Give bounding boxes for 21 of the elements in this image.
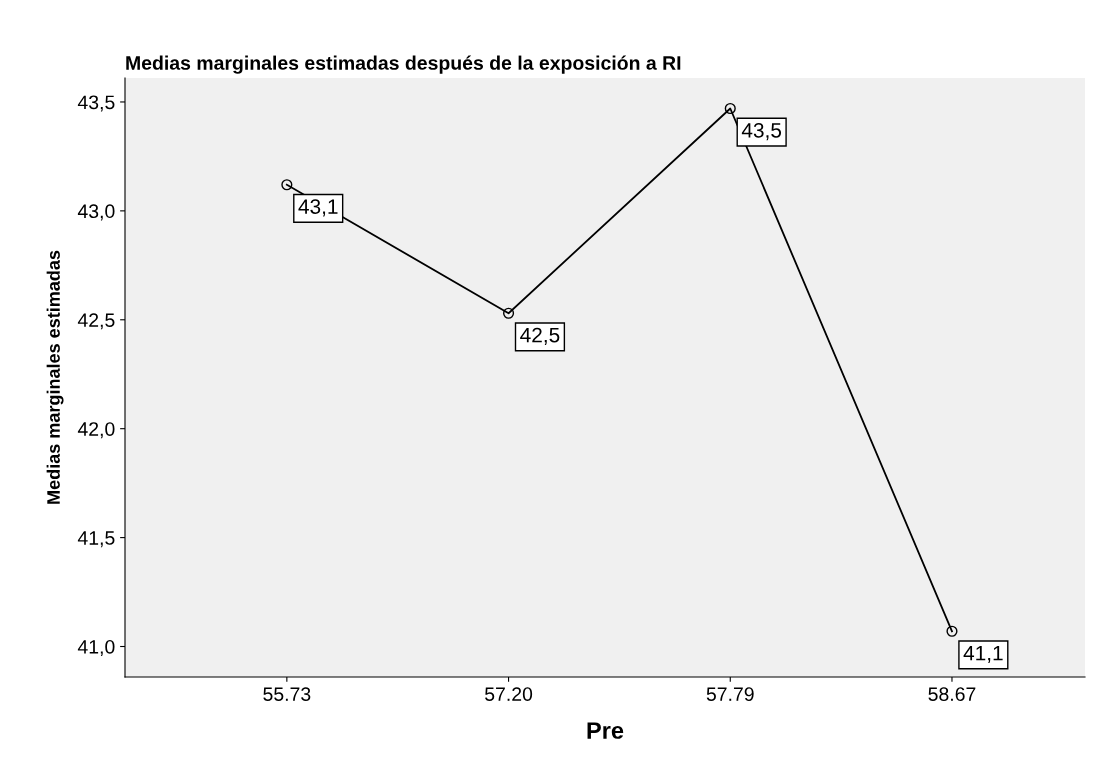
data-label: 41,1	[963, 645, 1003, 663]
point	[724, 102, 736, 115]
y-tick-label: 42,5	[77, 313, 115, 330]
y-tick-label: 43,5	[77, 95, 115, 112]
x-tick-label: 58.67	[928, 687, 976, 701]
x-tick-label: 57.79	[706, 687, 754, 701]
data-label: 43,1	[298, 199, 338, 217]
data-label: 42,5	[520, 327, 560, 345]
x-axis-title: Pre	[587, 722, 624, 739]
y-tick-label: 42,0	[77, 422, 115, 439]
data-label: 43,5	[741, 122, 782, 141]
point	[946, 625, 958, 637]
y-axis-title: Medias marginales estimadas	[46, 250, 64, 504]
x-tick-label: 55.73	[263, 687, 311, 701]
x-tick-label: 57.20	[485, 687, 533, 701]
point	[503, 307, 515, 319]
y-tick-label: 43,0	[77, 204, 115, 221]
chart-title: Medias marginales estimadas después de la exposición a RI	[126, 55, 681, 74]
point	[281, 179, 293, 191]
y-tick-label: 41,0	[77, 639, 115, 657]
y-tick-label: 41,5	[77, 531, 115, 548]
